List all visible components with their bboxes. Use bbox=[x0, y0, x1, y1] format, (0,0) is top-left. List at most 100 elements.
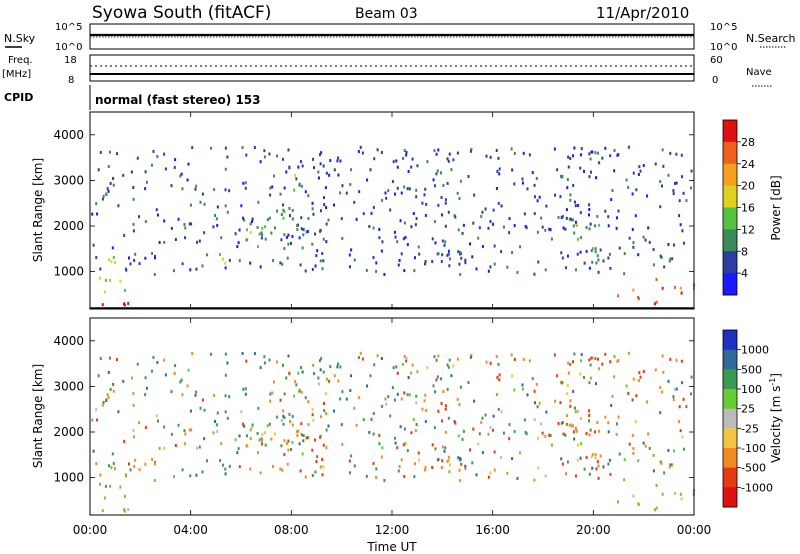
velocity-cell bbox=[450, 374, 453, 378]
power-cell bbox=[470, 147, 473, 151]
velocity-cell bbox=[321, 458, 324, 462]
power-cell bbox=[475, 267, 478, 271]
velocity-cell bbox=[372, 411, 375, 415]
velocity-cell bbox=[153, 478, 156, 482]
power-cell bbox=[349, 183, 352, 187]
velocity-cell bbox=[350, 454, 353, 458]
station-title: Syowa South (fitACF) bbox=[92, 3, 271, 23]
velocity-cell bbox=[627, 351, 630, 355]
power-cell bbox=[531, 171, 534, 175]
velocity-cell bbox=[448, 470, 451, 474]
velocity-cell bbox=[316, 455, 319, 459]
velocity-cell bbox=[424, 419, 427, 423]
noise-left-tick-top: 10^5 bbox=[55, 22, 82, 33]
velocity-cell bbox=[270, 437, 273, 441]
velocity-cell bbox=[569, 404, 572, 408]
power-cell bbox=[433, 184, 436, 188]
power-cell bbox=[540, 216, 543, 220]
power-cell bbox=[286, 256, 289, 260]
velocity-cell bbox=[447, 455, 450, 459]
velocity-cell bbox=[521, 383, 524, 387]
velocity-cell bbox=[471, 461, 474, 465]
power-cell bbox=[440, 213, 443, 217]
power-cell bbox=[580, 147, 583, 151]
power-cell bbox=[560, 216, 563, 220]
power-cell bbox=[436, 169, 439, 173]
velocity-cell bbox=[615, 422, 618, 426]
velocity-cell bbox=[281, 468, 284, 472]
power-cell bbox=[411, 157, 414, 161]
velocity-cell bbox=[416, 370, 419, 374]
power-cell bbox=[659, 205, 662, 209]
velocity-cell bbox=[444, 404, 447, 408]
velocity-cell bbox=[378, 433, 381, 437]
velocity-cell bbox=[359, 351, 362, 355]
power-cell bbox=[597, 270, 600, 274]
noise-right-tick-top: 10^5 bbox=[710, 22, 737, 33]
velocity-cell bbox=[525, 432, 528, 436]
power-cell bbox=[642, 235, 645, 239]
power-cell bbox=[325, 171, 328, 175]
power-cell bbox=[152, 149, 155, 153]
velocity-colorbar-tick-label: -25 bbox=[741, 422, 759, 435]
power-cell bbox=[627, 145, 630, 149]
velocity-cell bbox=[403, 475, 406, 479]
power-cell bbox=[521, 177, 524, 181]
velocity-cell bbox=[376, 354, 379, 358]
velocity-cell bbox=[414, 429, 417, 433]
power-cell bbox=[598, 161, 601, 165]
power-cell bbox=[322, 259, 325, 263]
velocity-cell bbox=[569, 423, 572, 427]
velocity-cell bbox=[243, 424, 246, 428]
x-tick-label: 20:00 bbox=[576, 523, 611, 537]
velocity-cell bbox=[285, 376, 288, 380]
velocity-cell bbox=[145, 386, 148, 390]
power-cell bbox=[590, 150, 593, 154]
velocity-cell bbox=[214, 419, 217, 423]
power-cell bbox=[319, 209, 322, 213]
power-cell bbox=[437, 203, 440, 207]
velocity-cell bbox=[306, 435, 309, 439]
velocity-cell bbox=[224, 472, 227, 476]
velocity-cell bbox=[210, 352, 213, 356]
power-cell bbox=[373, 157, 376, 161]
velocity-cell bbox=[564, 433, 567, 437]
power-cell bbox=[511, 168, 514, 172]
power-cell bbox=[487, 226, 490, 230]
velocity-cell bbox=[372, 462, 375, 466]
velocity-cell bbox=[244, 392, 247, 396]
power-cell bbox=[321, 267, 324, 271]
velocity-cell bbox=[469, 448, 472, 452]
velocity-cell bbox=[572, 389, 575, 393]
power-colorbar-tick-label: 28 bbox=[741, 136, 755, 149]
velocity-cell bbox=[264, 443, 267, 447]
power-cell bbox=[144, 256, 147, 260]
velocity-cell bbox=[184, 442, 187, 446]
power-cell bbox=[299, 160, 302, 164]
velocity-cell bbox=[186, 384, 189, 388]
power-cell bbox=[489, 220, 492, 224]
velocity-cell bbox=[102, 400, 105, 404]
velocity-cell bbox=[489, 361, 492, 365]
power-cell bbox=[690, 169, 693, 173]
power-cell bbox=[163, 240, 166, 244]
velocity-cell bbox=[458, 468, 461, 472]
power-cell bbox=[615, 216, 618, 220]
velocity-cell bbox=[537, 466, 540, 470]
power-cell bbox=[536, 199, 539, 203]
velocity-cell bbox=[394, 441, 397, 445]
power-cell bbox=[441, 253, 444, 257]
velocity-cell bbox=[242, 422, 245, 426]
power-cell bbox=[521, 181, 524, 185]
velocity-cell bbox=[652, 469, 655, 473]
velocity-cell bbox=[545, 410, 548, 414]
power-cell bbox=[336, 159, 339, 163]
power-colorbar-block bbox=[723, 273, 737, 296]
velocity-cell bbox=[423, 399, 426, 403]
power-cell bbox=[181, 262, 184, 266]
power-cell bbox=[625, 178, 628, 182]
power-cell bbox=[264, 237, 267, 241]
power-cell bbox=[623, 272, 626, 276]
velocity-cell bbox=[565, 414, 568, 418]
velocity-cell bbox=[678, 420, 681, 424]
